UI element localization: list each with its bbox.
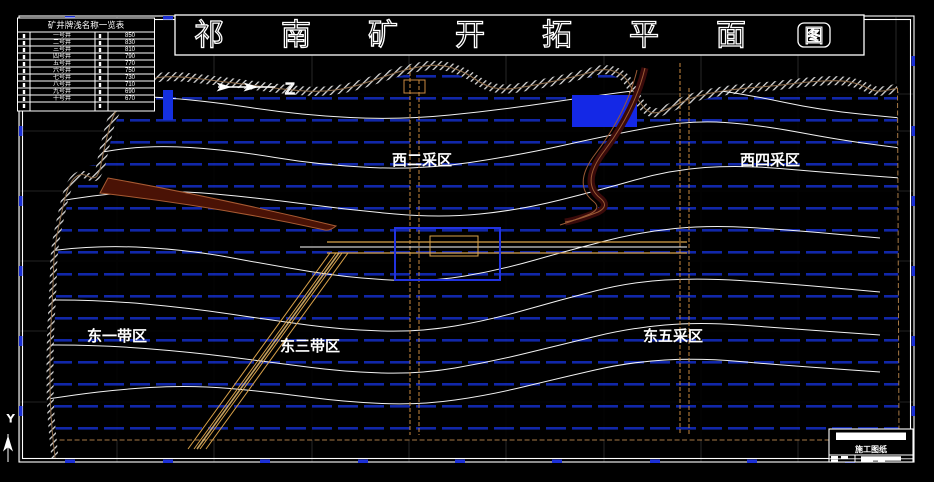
svg-text:一号井: 一号井 <box>53 31 71 39</box>
svg-text:750: 750 <box>125 68 136 74</box>
svg-text:Y: Y <box>7 413 15 425</box>
svg-text:八号井: 八号井 <box>53 80 71 88</box>
svg-text:矿井牌浅名称一览表: 矿井牌浅名称一览表 <box>48 20 125 30</box>
svg-text:810: 810 <box>125 47 136 53</box>
svg-text:祁: 祁 <box>194 19 224 52</box>
svg-text:690: 690 <box>125 89 136 95</box>
svg-text:850: 850 <box>125 33 136 39</box>
svg-text:770: 770 <box>125 61 136 67</box>
svg-text:830: 830 <box>125 40 136 46</box>
svg-text:平: 平 <box>629 19 659 52</box>
svg-text:790: 790 <box>125 54 136 60</box>
svg-text:670: 670 <box>125 96 136 102</box>
svg-text:西四采区: 西四采区 <box>740 151 800 169</box>
svg-text:六号井: 六号井 <box>53 66 71 74</box>
svg-text:二号井: 二号井 <box>53 38 71 46</box>
svg-text:五号井: 五号井 <box>53 59 71 67</box>
svg-text:710: 710 <box>125 82 136 88</box>
svg-text:九号井: 九号井 <box>53 87 71 95</box>
svg-text:南: 南 <box>281 19 311 52</box>
svg-text:七号井: 七号井 <box>53 73 71 81</box>
svg-text:西二采区: 西二采区 <box>392 151 452 169</box>
svg-text:图: 图 <box>804 26 823 47</box>
svg-text:矿: 矿 <box>368 19 398 52</box>
svg-text:东三带区: 东三带区 <box>280 337 340 355</box>
svg-text:四号井: 四号井 <box>53 52 71 60</box>
svg-text:Z: Z <box>285 81 295 98</box>
svg-text:面: 面 <box>716 19 746 52</box>
svg-text:施工图纸: 施工图纸 <box>855 444 887 454</box>
svg-text:拓: 拓 <box>542 19 572 52</box>
svg-text:十号井: 十号井 <box>53 94 71 102</box>
svg-text:三号井: 三号井 <box>53 45 71 53</box>
svg-text:730: 730 <box>125 75 136 81</box>
svg-text:东一带区: 东一带区 <box>87 327 147 345</box>
svg-text:东五采区: 东五采区 <box>643 327 703 345</box>
svg-text:开: 开 <box>455 19 485 52</box>
